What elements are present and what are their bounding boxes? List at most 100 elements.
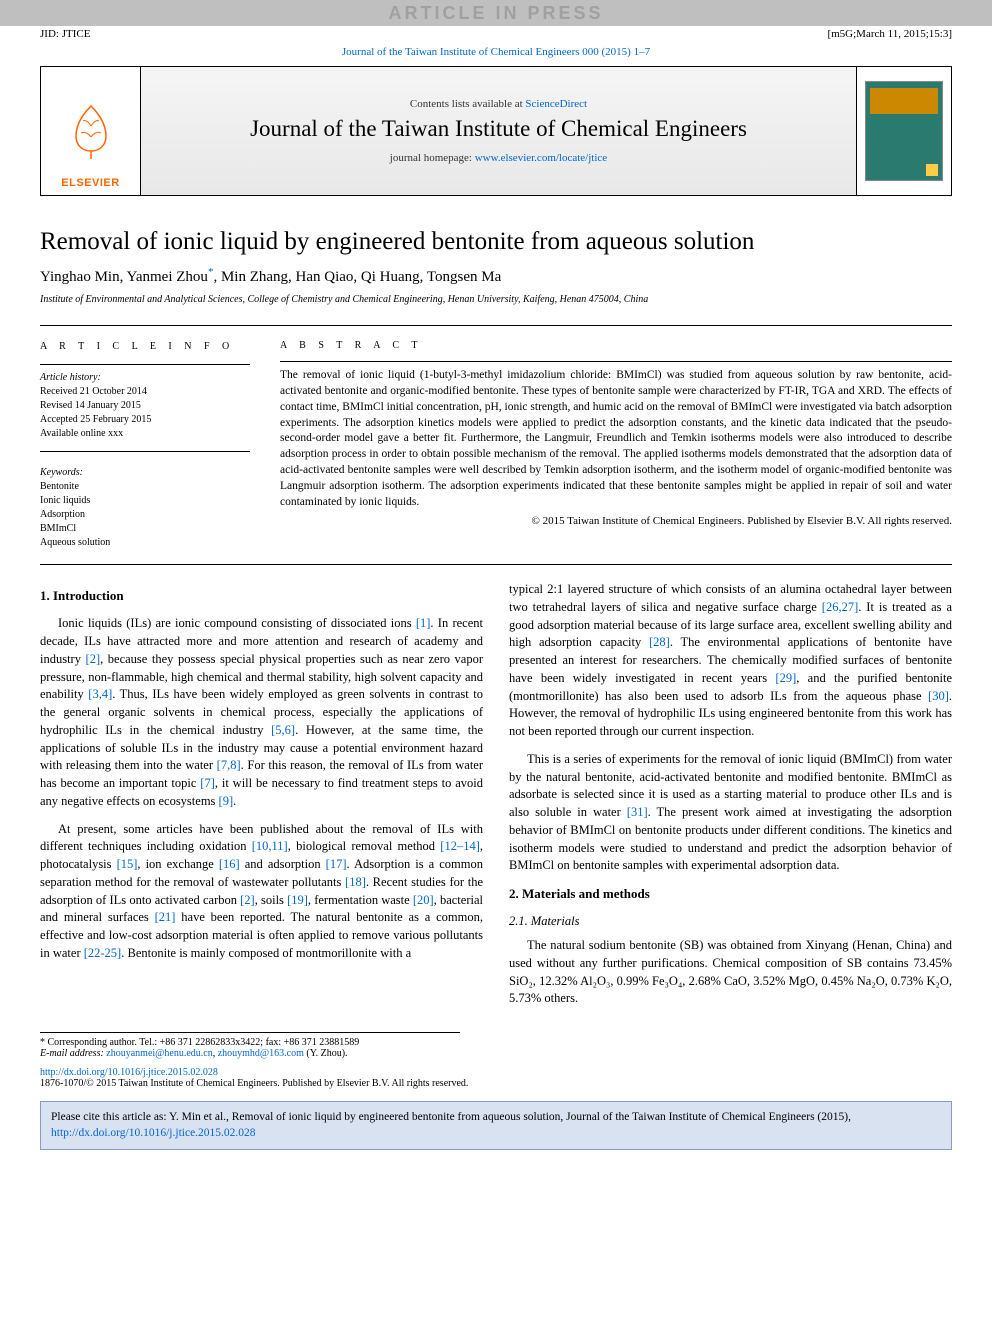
elsevier-logo[interactable]: ELSEVIER [41, 67, 141, 195]
cover-image [865, 81, 943, 181]
email-who: (Y. Zhou). [304, 1048, 348, 1059]
email-2[interactable]: zhouymhd@163.com [218, 1048, 304, 1059]
ref-21[interactable]: [21] [155, 910, 176, 924]
kw-5: Aqueous solution [40, 536, 250, 550]
top-journal-ref: Journal of the Taiwan Institute of Chemi… [0, 46, 992, 66]
affiliation: Institute of Environmental and Analytica… [40, 294, 952, 305]
jid-row: JID: JTICE [m5G;March 11, 2015;15:3] [0, 26, 992, 46]
contents-prefix: Contents lists available at [410, 98, 525, 110]
cite-doi-link[interactable]: http://dx.doi.org/10.1016/j.jtice.2015.0… [51, 1127, 256, 1139]
t: , biological removal method [288, 839, 441, 853]
top-journal-name[interactable]: Journal of the Taiwan Institute of Chemi… [342, 46, 580, 58]
issn-copyright: 1876-1070/© 2015 Taiwan Institute of Che… [40, 1078, 952, 1089]
corresponding-footnote: * Corresponding author. Tel.: +86 371 22… [40, 1032, 460, 1059]
journal-cover-thumb[interactable] [856, 67, 951, 195]
please-cite-box: Please cite this article as: Y. Min et a… [40, 1101, 952, 1150]
paper-title: Removal of ionic liquid by engineered be… [40, 228, 952, 256]
journal-header-band: ELSEVIER Contents lists available at Sci… [40, 66, 952, 196]
corr-text: * Corresponding author. Tel.: +86 371 22… [40, 1037, 460, 1048]
ref-20[interactable]: [20] [413, 893, 434, 907]
history-head: Article history: [40, 371, 250, 385]
abstract: a b s t r a c t The removal of ionic liq… [280, 340, 952, 550]
jid-left: JID: JTICE [40, 28, 90, 40]
ref-1[interactable]: [1] [416, 616, 431, 630]
homepage-line: journal homepage: www.elsevier.com/locat… [390, 152, 607, 164]
ab-rule [280, 361, 952, 362]
intro-p2: At present, some articles have been publ… [40, 821, 483, 963]
ref-26-27[interactable]: [26,27] [822, 600, 858, 614]
sciencedirect-link[interactable]: ScienceDirect [525, 98, 587, 110]
ref-29[interactable]: [29] [775, 671, 796, 685]
kw-2: Ionic liquids [40, 494, 250, 508]
ref-30[interactable]: [30] [928, 689, 949, 703]
aip-text: ARTICLE IN PRESS [388, 3, 603, 24]
ref-7-8[interactable]: [7,8] [217, 758, 241, 772]
ref-5-6[interactable]: [5,6] [271, 723, 295, 737]
article-info-head: a r t i c l e i n f o [40, 340, 250, 354]
contents-available-line: Contents lists available at ScienceDirec… [410, 98, 587, 110]
authors-part2: , Min Zhang, Han Qiao, Qi Huang, Tongsen… [213, 269, 501, 285]
abstract-text: The removal of ionic liquid (1-butyl-3-m… [280, 368, 952, 511]
ref-16[interactable]: [16] [219, 857, 240, 871]
history-received: Received 21 October 2014 [40, 385, 250, 399]
kw-1: Bentonite [40, 480, 250, 494]
authors: Yinghao Min, Yanmei Zhou*, Min Zhang, Ha… [40, 266, 952, 286]
ref-15[interactable]: [15] [117, 857, 138, 871]
right-column: typical 2:1 layered structure of which c… [509, 581, 952, 1018]
abstract-copyright: © 2015 Taiwan Institute of Chemical Engi… [280, 515, 952, 527]
intro-p1: Ionic liquids (ILs) are ionic compound c… [40, 615, 483, 810]
doi-link[interactable]: http://dx.doi.org/10.1016/j.jtice.2015.0… [40, 1067, 952, 1078]
ref-2b[interactable]: [2] [240, 893, 255, 907]
ref-19[interactable]: [19] [287, 893, 308, 907]
ref-22-25[interactable]: [22-25] [84, 946, 122, 960]
sec-mm-head: 2. Materials and methods [509, 885, 952, 903]
col2-p1: typical 2:1 layered structure of which c… [509, 581, 952, 741]
authors-part1: Yinghao Min, Yanmei Zhou [40, 269, 208, 285]
ref-12-14[interactable]: [12–14] [440, 839, 480, 853]
homepage-prefix: journal homepage: [390, 152, 475, 164]
ref-2[interactable]: [2] [86, 652, 101, 666]
ref-17[interactable]: [17] [326, 857, 347, 871]
sub-materials: 2.1. Materials [509, 913, 952, 931]
header-center: Contents lists available at ScienceDirec… [141, 67, 856, 195]
elsevier-label: ELSEVIER [61, 177, 119, 189]
t: , fermentation waste [308, 893, 413, 907]
ai-rule2 [40, 451, 250, 452]
email-label: E-mail address: [40, 1048, 106, 1059]
email-1[interactable]: zhouyanmei@henu.edu.cn [106, 1048, 212, 1059]
history-revised: Revised 14 January 2015 [40, 399, 250, 413]
t: . [233, 794, 236, 808]
kw-4: BMImCl [40, 522, 250, 536]
ref-28[interactable]: [28] [649, 635, 670, 649]
email-line: E-mail address: zhouyanmei@henu.edu.cn, … [40, 1048, 460, 1059]
left-column: 1. Introduction Ionic liquids (ILs) are … [40, 581, 483, 1018]
top-journal-vol: 000 (2015) 1–7 [582, 46, 650, 58]
ref-9[interactable]: [9] [219, 794, 234, 808]
ref-3-4[interactable]: [3,4] [88, 687, 112, 701]
ref-10-11[interactable]: [10,11] [252, 839, 288, 853]
journal-name: Journal of the Taiwan Institute of Chemi… [250, 116, 747, 142]
elsevier-tree-icon [61, 101, 121, 161]
history-accepted: Accepted 25 February 2015 [40, 413, 250, 427]
materials-p1: The natural sodium bentonite (SB) was ob… [509, 937, 952, 1008]
jid-right: [m5G;March 11, 2015;15:3] [827, 28, 952, 40]
keywords-head: Keywords: [40, 466, 250, 480]
ref-18[interactable]: [18] [345, 875, 366, 889]
col2-p2: This is a series of experiments for the … [509, 751, 952, 875]
t: , ion exchange [137, 857, 218, 871]
ref-31[interactable]: [31] [627, 805, 648, 819]
t: and adsorption [240, 857, 326, 871]
abstract-head: a b s t r a c t [280, 340, 952, 351]
article-in-press-bar: ARTICLE IN PRESS [0, 0, 992, 26]
ai-rule [40, 364, 250, 365]
homepage-link[interactable]: www.elsevier.com/locate/jtice [475, 152, 607, 164]
history-online: Available online xxx [40, 427, 250, 441]
kw-3: Adsorption [40, 508, 250, 522]
t: . Bentonite is mainly composed of montmo… [121, 946, 411, 960]
cite-text: Please cite this article as: Y. Min et a… [51, 1111, 851, 1123]
ref-7[interactable]: [7] [200, 776, 215, 790]
article-info: a r t i c l e i n f o Article history: R… [40, 340, 250, 550]
t: Ionic liquids (ILs) are ionic compound c… [58, 616, 416, 630]
sec-intro-head: 1. Introduction [40, 587, 483, 605]
t: , soils [255, 893, 287, 907]
